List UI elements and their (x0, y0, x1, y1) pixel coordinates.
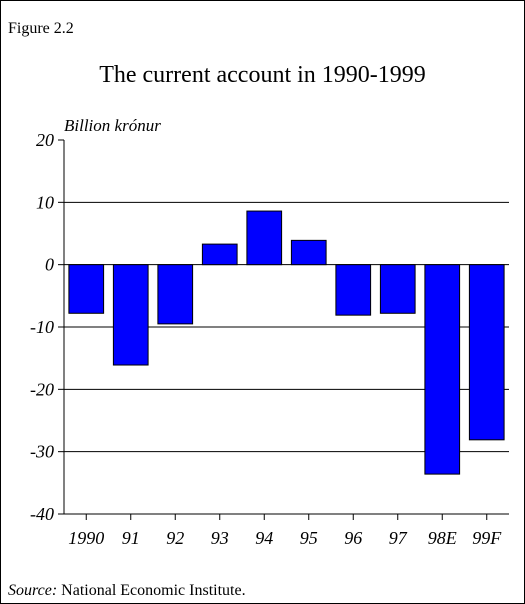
x-tick-label: 96 (344, 528, 362, 548)
bar-94 (246, 210, 283, 266)
source-label: Source: (8, 582, 58, 599)
bar-1990 (68, 264, 105, 314)
y-tick-label: -20 (30, 379, 54, 399)
x-tick-label: 95 (300, 528, 318, 548)
x-tick-label: 93 (211, 528, 229, 548)
x-tick-label: 92 (166, 528, 184, 548)
x-tick-label: 91 (122, 528, 140, 548)
bar-91 (112, 264, 149, 366)
chart-title: The current account in 1990-1999 (99, 62, 426, 88)
x-tick-label: 98E (428, 528, 457, 548)
x-tick-label: 97 (389, 528, 408, 548)
bar-93 (201, 243, 238, 266)
bar-92 (157, 264, 194, 325)
y-ticks: 20 10 0 -10 -20 -30 -40 (30, 130, 64, 524)
bar-97 (379, 264, 416, 314)
y-tick-label: 10 (36, 192, 54, 212)
x-tick-label: 1990 (68, 528, 104, 548)
y-tick-label: -40 (30, 504, 54, 524)
y-tick-label: -30 (30, 442, 54, 462)
figure-label: Figure 2.2 (8, 20, 74, 37)
source-text: National Economic Institute. (61, 582, 246, 599)
bar-96 (335, 264, 372, 316)
bars (68, 210, 505, 475)
y-tick-label: -10 (30, 317, 54, 337)
y-tick-label: 0 (45, 255, 54, 275)
x-tick-label: 99F (472, 528, 502, 548)
source-note: Source: National Economic Institute. (8, 582, 246, 600)
x-tick-label: 94 (255, 528, 273, 548)
bar-99F (468, 264, 505, 441)
y-tick-label: 20 (36, 130, 54, 150)
bar-95 (290, 239, 327, 266)
y-axis-label: Billion krónur (64, 116, 161, 135)
x-ticks: 1990 91 92 93 94 95 96 97 98E 99F (68, 514, 502, 548)
bar-98E (424, 264, 461, 475)
